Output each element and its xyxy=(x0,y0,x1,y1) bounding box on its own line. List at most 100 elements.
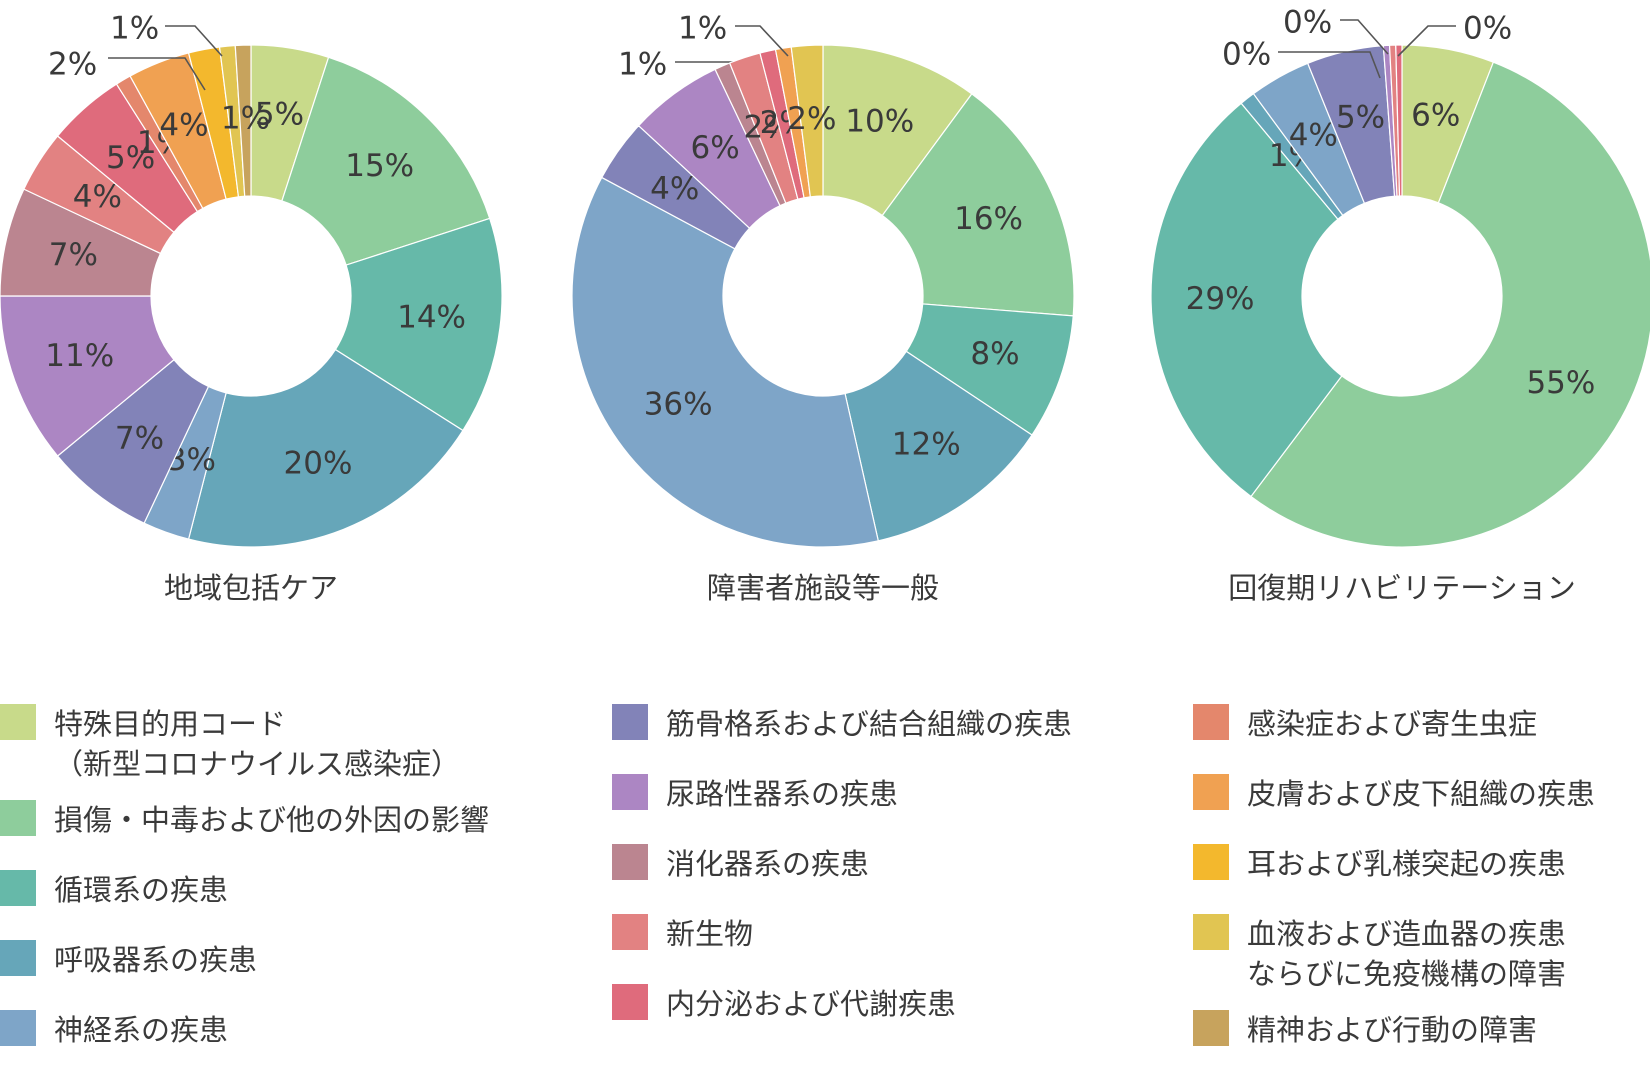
legend-item-5: 神経系の疾患 xyxy=(0,1010,228,1050)
slice-2-2 xyxy=(881,93,1075,317)
data-label-3-9: 0% xyxy=(1283,5,1332,41)
data-label-3-2: 55% xyxy=(1526,365,1595,401)
slice-1-4 xyxy=(187,348,464,548)
data-label-1-6: 7% xyxy=(115,420,164,456)
data-label-1-2: 15% xyxy=(345,148,414,184)
data-label-2-7: 6% xyxy=(690,130,739,166)
data-label-2-4: 12% xyxy=(892,426,961,462)
legend-item-10: 内分泌および代謝疾患 xyxy=(612,984,956,1024)
data-label-3-1: 6% xyxy=(1411,98,1460,134)
data-label-1-10: 5% xyxy=(106,140,155,176)
data-label-2-6: 4% xyxy=(650,171,699,207)
donut-chart-3: 6%55%29%1%4%5%0%0% 0%回復期リハビリテーション xyxy=(1150,5,1650,605)
slice-1-15 xyxy=(234,44,252,197)
legend-label: 耳および乳様突起の疾患 xyxy=(1247,847,1567,881)
legend-item-14: 血液および造血器の疾患 ならびに免疫機構の障害 xyxy=(1193,914,1566,994)
data-label-3-6: 5% xyxy=(1336,99,1385,135)
legend-item-15: 精神および行動の障害 xyxy=(1193,1010,1537,1050)
legend-swatch xyxy=(1193,1010,1229,1046)
data-label-3-3: 29% xyxy=(1186,281,1255,317)
data-label-2-5: 36% xyxy=(644,387,713,423)
data-label-1-8: 7% xyxy=(49,237,98,273)
data-label-1-9: 4% xyxy=(73,179,122,215)
slice-2-4 xyxy=(844,350,1033,542)
data-label-2-14: 2% xyxy=(787,101,836,137)
data-label-1-1: 5% xyxy=(255,97,304,133)
chart-title-3: 回復期リハビリテーション xyxy=(1228,571,1575,605)
slice-3-3 xyxy=(1150,102,1343,498)
data-label-2-8: 1% xyxy=(618,47,667,83)
legend-item-4: 呼吸器系の疾患 xyxy=(0,940,257,980)
data-label-3-5: 4% xyxy=(1289,118,1338,154)
legend-item-3: 循環系の疾患 xyxy=(0,870,228,910)
legend-item-11: 感染症および寄生虫症 xyxy=(1193,704,1537,744)
slice-2-5 xyxy=(571,176,880,548)
legend-swatch xyxy=(0,800,36,836)
slice-1-7 xyxy=(0,295,175,457)
legend-swatch xyxy=(612,704,648,740)
chart-title-2: 障害者施設等一般 xyxy=(707,571,939,605)
leader-line-2-12 xyxy=(735,25,789,57)
data-label-1-3: 14% xyxy=(397,299,466,335)
legend-label: 尿路性器系の疾患 xyxy=(666,777,899,811)
data-label-1-7: 11% xyxy=(45,338,114,374)
legend-item-12: 皮膚および皮下組織の疾患 xyxy=(1193,774,1595,814)
legend-swatch xyxy=(1193,914,1229,950)
data-label-3-7: 0% xyxy=(1222,37,1271,73)
data-label-2-2: 16% xyxy=(954,201,1023,237)
legend-label: 呼吸器系の疾患 xyxy=(54,943,258,977)
data-label-3-10: 0% xyxy=(1463,11,1512,47)
legend-item-8: 消化器系の疾患 xyxy=(612,844,869,884)
leader-line-3-9 xyxy=(1340,19,1389,55)
legend-swatch xyxy=(1193,704,1229,740)
data-label-1-12: 4% xyxy=(159,107,208,143)
legend-item-9: 新生物 xyxy=(612,914,753,954)
legend-swatch xyxy=(0,940,36,976)
legend-label: 皮膚および皮下組織の疾患 xyxy=(1247,777,1596,811)
legend-label: 血液および造血器の疾患 ならびに免疫機構の障害 xyxy=(1247,917,1567,991)
legend-swatch xyxy=(612,844,648,880)
donut-chart-2: 10%16%8%12%36%4%6%1%2%2%1%2%障害者施設等一般 xyxy=(571,11,1075,605)
legend-label: 特殊目的用コード （新型コロナウイルス感染症） xyxy=(54,707,461,781)
legend-item-13: 耳および乳様突起の疾患 xyxy=(1193,844,1566,884)
legend-label: 精神および行動の障害 xyxy=(1247,1013,1538,1047)
slice-1-3 xyxy=(334,217,503,432)
data-label-2-1: 10% xyxy=(845,104,914,140)
data-label-1-4: 20% xyxy=(284,446,353,482)
leader-line-3-10 xyxy=(1397,25,1456,57)
legend-swatch xyxy=(1193,774,1229,810)
slice-3-2 xyxy=(1250,61,1650,548)
legend-item-7: 尿路性器系の疾患 xyxy=(612,774,898,814)
legend-label: 神経系の疾患 xyxy=(54,1013,229,1047)
slice-2-14 xyxy=(790,44,824,198)
chart-title-1: 地域包括ケア xyxy=(164,571,338,605)
legend-label: 循環系の疾患 xyxy=(54,873,229,907)
legend-item-1: 特殊目的用コード （新型コロナウイルス感染症） xyxy=(0,704,460,784)
leader-line-1-13 xyxy=(108,57,206,91)
data-label-1-14: 1% xyxy=(110,11,159,47)
data-label-2-12: 1% xyxy=(678,11,727,47)
data-label-1-15: 1% xyxy=(221,101,270,137)
legend-swatch xyxy=(0,870,36,906)
slice-3-10 xyxy=(1395,44,1403,197)
donut-chart-1: 5%15%14%20%3%7%11%7%4%5%1%4%2%1%1%地域包括ケア xyxy=(0,11,503,605)
legend-swatch xyxy=(612,774,648,810)
legend-label: 筋骨格系および結合組織の疾患 xyxy=(666,707,1073,741)
legend-swatch xyxy=(0,704,36,740)
legend-swatch xyxy=(1193,844,1229,880)
leader-line-1-14 xyxy=(165,25,223,57)
leader-line-3-7 xyxy=(1278,51,1381,79)
legend-label: 損傷・中毒および他の外因の影響 xyxy=(54,803,490,837)
legend-item-2: 損傷・中毒および他の外因の影響 xyxy=(0,800,489,840)
legend-label: 消化器系の疾患 xyxy=(666,847,870,881)
slice-1-2 xyxy=(281,56,491,266)
legend-item-6: 筋骨格系および結合組織の疾患 xyxy=(612,704,1072,744)
legend-label: 感染症および寄生虫症 xyxy=(1247,707,1538,741)
data-label-2-3: 8% xyxy=(970,336,1019,372)
legend-swatch xyxy=(612,914,648,950)
data-label-1-13: 2% xyxy=(48,47,97,83)
legend-label: 内分泌および代謝疾患 xyxy=(666,987,957,1021)
legend-swatch xyxy=(0,1010,36,1046)
